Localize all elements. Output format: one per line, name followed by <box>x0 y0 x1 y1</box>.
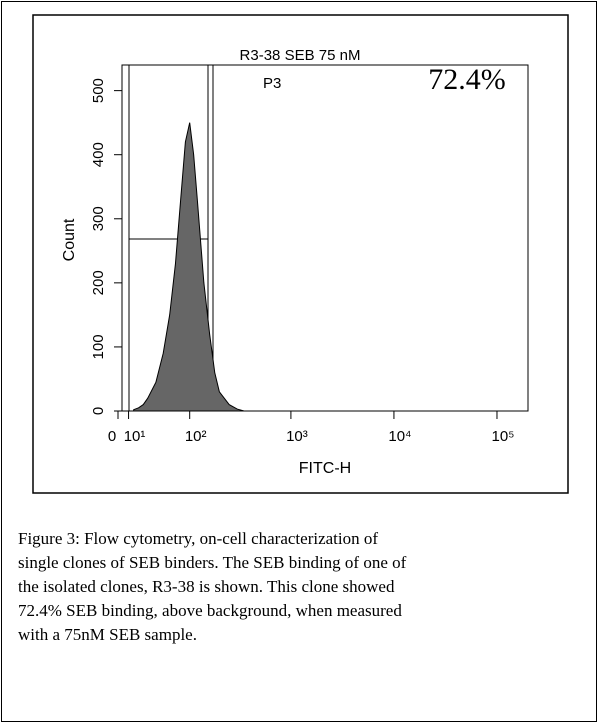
y-tick-label: 200 <box>90 270 107 295</box>
x-tick-label: 10¹ <box>124 428 146 445</box>
chart-frame <box>32 14 569 494</box>
x-tick-label: 0 <box>108 428 116 445</box>
x-tick-label: 10⁴ <box>388 428 411 445</box>
x-tick-label: 10³ <box>286 428 308 445</box>
annotation: 72.4% <box>428 63 506 96</box>
gate-label: P3 <box>263 75 281 92</box>
x-tick-label: 10² <box>185 428 207 445</box>
caption-line: with a 75nM SEB sample. <box>18 625 197 644</box>
y-tick-label: 100 <box>90 334 107 359</box>
chart: R3-38 SEB 75 nM P3 72.4% FITC-H Count 01… <box>32 14 569 494</box>
histogram-area <box>133 122 245 412</box>
caption-line: 72.4% SEB binding, above background, whe… <box>18 601 402 620</box>
y-tick-label: 300 <box>90 206 107 231</box>
plot-frame <box>121 64 529 412</box>
x-tick-label: 10⁵ <box>492 428 515 445</box>
y-tick-label: 500 <box>90 78 107 103</box>
y-axis-label: Count <box>61 218 78 261</box>
chart-title: R3-38 SEB 75 nM <box>240 47 361 64</box>
caption-line: Figure 3: Flow cytometry, on-cell charac… <box>18 529 379 548</box>
y-tick-label: 400 <box>90 142 107 167</box>
y-tick-label: 0 <box>90 407 107 415</box>
caption-line: the isolated clones, R3-38 is shown. Thi… <box>18 577 395 596</box>
caption-line: single clones of SEB binders. The SEB bi… <box>18 553 407 572</box>
x-axis-label: FITC-H <box>299 460 351 477</box>
